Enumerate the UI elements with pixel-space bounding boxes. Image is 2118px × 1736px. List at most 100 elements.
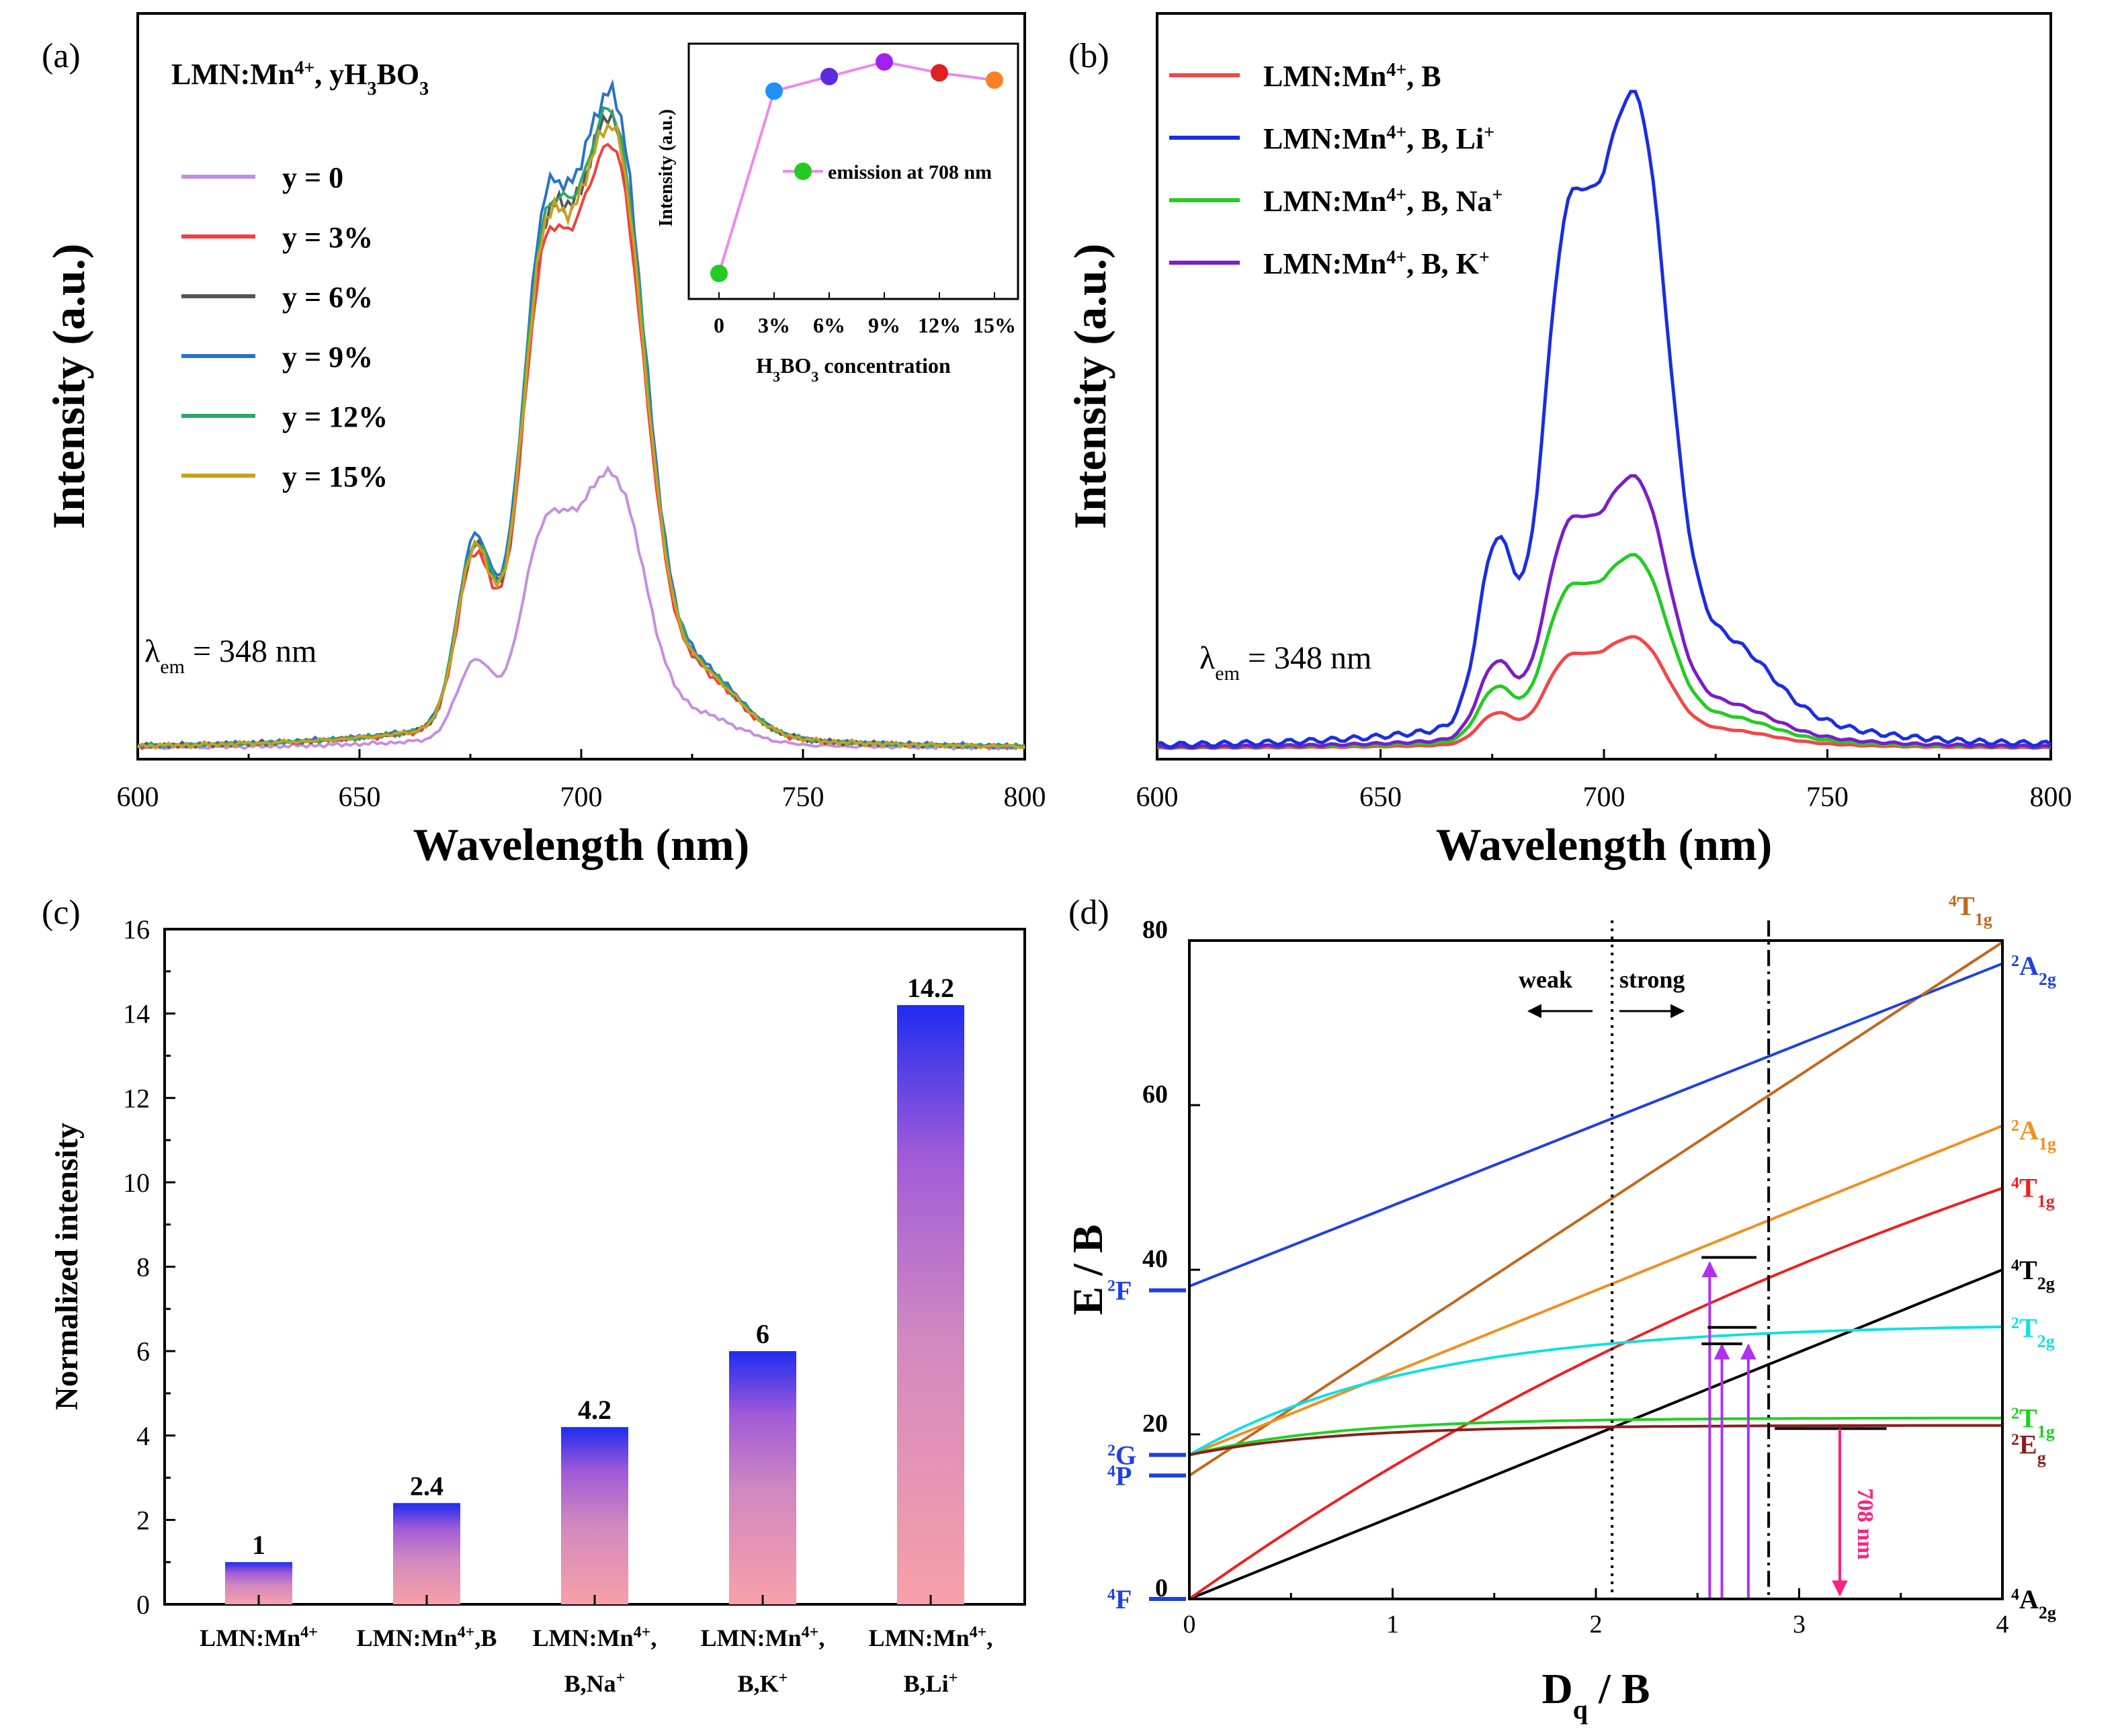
xtick-label-800: 800 bbox=[2030, 782, 2072, 813]
emission-708-label: 708 nm bbox=[1853, 1488, 1877, 1560]
inset-ylabel: Intensity (a.u.) bbox=[656, 109, 677, 226]
energy-levels bbox=[1189, 941, 2002, 1599]
xtick-label-750: 750 bbox=[1806, 782, 1849, 813]
cat-main: LMN:Mn bbox=[869, 1624, 970, 1651]
legend-label-5: y = 15% bbox=[282, 460, 388, 493]
right-label-4A2g: 4A2g bbox=[2011, 1584, 2056, 1622]
panel-a-xlabel: Wavelength (nm) bbox=[413, 819, 750, 870]
cat-main: LMN:Mn bbox=[701, 1624, 802, 1651]
tl-main: T bbox=[1957, 891, 1975, 921]
rl-base: 4 bbox=[2011, 1175, 2019, 1192]
level-2A2g-4 bbox=[1189, 962, 2002, 1288]
bar-value-0: 1 bbox=[252, 1530, 265, 1560]
xtick-label-0: 0 bbox=[1183, 1610, 1196, 1639]
legend-sup: 4+ bbox=[1386, 122, 1406, 143]
rl-main: T bbox=[2019, 1255, 2037, 1285]
top-label-4T1g: 4T1g bbox=[1949, 891, 1992, 929]
inset-xlabel: H3BO3 concentration bbox=[756, 353, 951, 385]
legend-label-1: y = 3% bbox=[282, 221, 373, 254]
inset-point-4 bbox=[931, 64, 948, 82]
ytick-label-80: 80 bbox=[1142, 916, 1168, 944]
category-label-0: LMN:Mn4+ bbox=[200, 1624, 318, 1651]
rl-main: A bbox=[2019, 1584, 2039, 1614]
ytick-label-16: 16 bbox=[123, 914, 150, 945]
category-label-line2-3: B,K+ bbox=[738, 1669, 788, 1697]
legend-sup: 4+ bbox=[1386, 185, 1406, 206]
legend-tail: , B bbox=[1406, 60, 1441, 93]
rl-sub: 2g bbox=[2037, 1274, 2055, 1293]
rl-sub: 1g bbox=[2037, 1422, 2055, 1441]
ytick-label-0: 0 bbox=[136, 1590, 150, 1620]
ytick-label-8: 8 bbox=[136, 1252, 150, 1283]
ytick-label-0: 0 bbox=[1155, 1574, 1168, 1602]
panel-d-frame bbox=[1188, 939, 2004, 1600]
inset-xtick-label-3: 9% bbox=[868, 313, 900, 337]
cat-sup: 4+ bbox=[634, 1624, 651, 1641]
right-label-2Eg: 2Eg bbox=[2011, 1430, 2046, 1468]
bar-value-1: 2.4 bbox=[410, 1471, 443, 1501]
fi-main: F bbox=[1115, 1584, 1132, 1614]
fi-base: 2 bbox=[1107, 1278, 1115, 1295]
cat-tail: , bbox=[986, 1624, 992, 1651]
panel-b-xlabel: Wavelength (nm) bbox=[1436, 819, 1773, 870]
panel-d-xlabel: Dq / B bbox=[1542, 1665, 1650, 1725]
inset-xtick-label-2: 6% bbox=[813, 313, 845, 337]
cat-sup: 4+ bbox=[802, 1624, 819, 1641]
ytick-label-20: 20 bbox=[1142, 1409, 1168, 1438]
inset-content: 0 3% 6% 9% 12% 15% bbox=[710, 53, 1016, 337]
rl-base: 2 bbox=[2011, 1315, 2019, 1332]
panel-c-y-ticks: 0 2 4 6 8 10 12 14 16 bbox=[123, 914, 175, 1620]
cat-tail: ,B bbox=[474, 1624, 497, 1651]
inset-point-3 bbox=[876, 53, 893, 71]
right-label-2T1g: 2T1g bbox=[2011, 1403, 2055, 1442]
bar-value-4: 14.2 bbox=[907, 973, 954, 1003]
cat-main: LMN:Mn bbox=[357, 1624, 458, 1651]
legend-ion-sup: + bbox=[1479, 247, 1490, 268]
fi-main: F bbox=[1115, 1276, 1132, 1306]
ytick-label-60: 60 bbox=[1142, 1080, 1168, 1109]
cat-tail: , bbox=[650, 1624, 656, 1651]
panel-b-excitation-note: λem = 348 nm bbox=[1199, 640, 1371, 685]
panel-b-x-ticks: 600 650 700 750 800 bbox=[1136, 749, 2072, 813]
fi-main: P bbox=[1115, 1461, 1132, 1491]
legend-main: LMN:Mn bbox=[1263, 122, 1386, 155]
right-label-2A1g: 2A1g bbox=[2011, 1115, 2056, 1154]
fi-base: 4 bbox=[1107, 1463, 1115, 1480]
fi-main: G bbox=[1115, 1440, 1136, 1471]
panel-a-letter: (a) bbox=[42, 37, 81, 75]
legend-label-2: y = 6% bbox=[282, 281, 373, 314]
rl-main: T bbox=[2019, 1173, 2037, 1203]
cat-l2: B,K bbox=[738, 1670, 779, 1697]
level-2T2g-6 bbox=[1189, 1326, 2002, 1457]
legend-main: LMN:Mn bbox=[1263, 60, 1386, 93]
xtick-label-750: 750 bbox=[782, 782, 824, 813]
legend-label-2: LMN:Mn4+, B, Na+ bbox=[1263, 185, 1502, 218]
panel-a-title: LMN:Mn4+, yH3BO3 bbox=[171, 58, 429, 99]
bar-value-3: 6 bbox=[756, 1319, 769, 1349]
rl-main: T bbox=[2019, 1313, 2037, 1343]
panel-c-bars: 1 2.4 4.2 6 14.2 bbox=[225, 973, 964, 1604]
rl-base: 4 bbox=[2011, 1257, 2019, 1274]
cat-sup: 4+ bbox=[458, 1624, 475, 1641]
xtick-label-650: 650 bbox=[1359, 782, 1402, 813]
fi-base: 2 bbox=[1107, 1442, 1115, 1460]
bar-value-2: 4.2 bbox=[578, 1395, 611, 1425]
panel-a-curves bbox=[136, 79, 1026, 751]
level-4T1g-2 bbox=[1189, 1186, 2002, 1599]
rl-sub: 2g bbox=[2039, 969, 2056, 988]
legend-label-4: y = 12% bbox=[282, 400, 388, 433]
rl-sub: 1g bbox=[2039, 1133, 2056, 1153]
rl-base: 2 bbox=[2011, 1432, 2019, 1449]
inset-xtick-label-4: 12% bbox=[918, 313, 961, 337]
legend-ion-sup: + bbox=[1484, 122, 1494, 143]
rl-main: A bbox=[2019, 951, 2039, 981]
cat-l2-sup: + bbox=[949, 1669, 958, 1687]
category-label-line2-4: B,Li+ bbox=[904, 1669, 958, 1697]
rl-base: 2 bbox=[2011, 953, 2019, 970]
cat-l2-sup: + bbox=[616, 1669, 626, 1687]
panel-a-x-ticks: 600 650 700 750 800 bbox=[117, 749, 1046, 813]
cat-l2: B,Na bbox=[564, 1670, 616, 1697]
panel-c-letter: (c) bbox=[42, 894, 81, 932]
right-label-4T2g: 4T2g bbox=[2011, 1255, 2055, 1293]
